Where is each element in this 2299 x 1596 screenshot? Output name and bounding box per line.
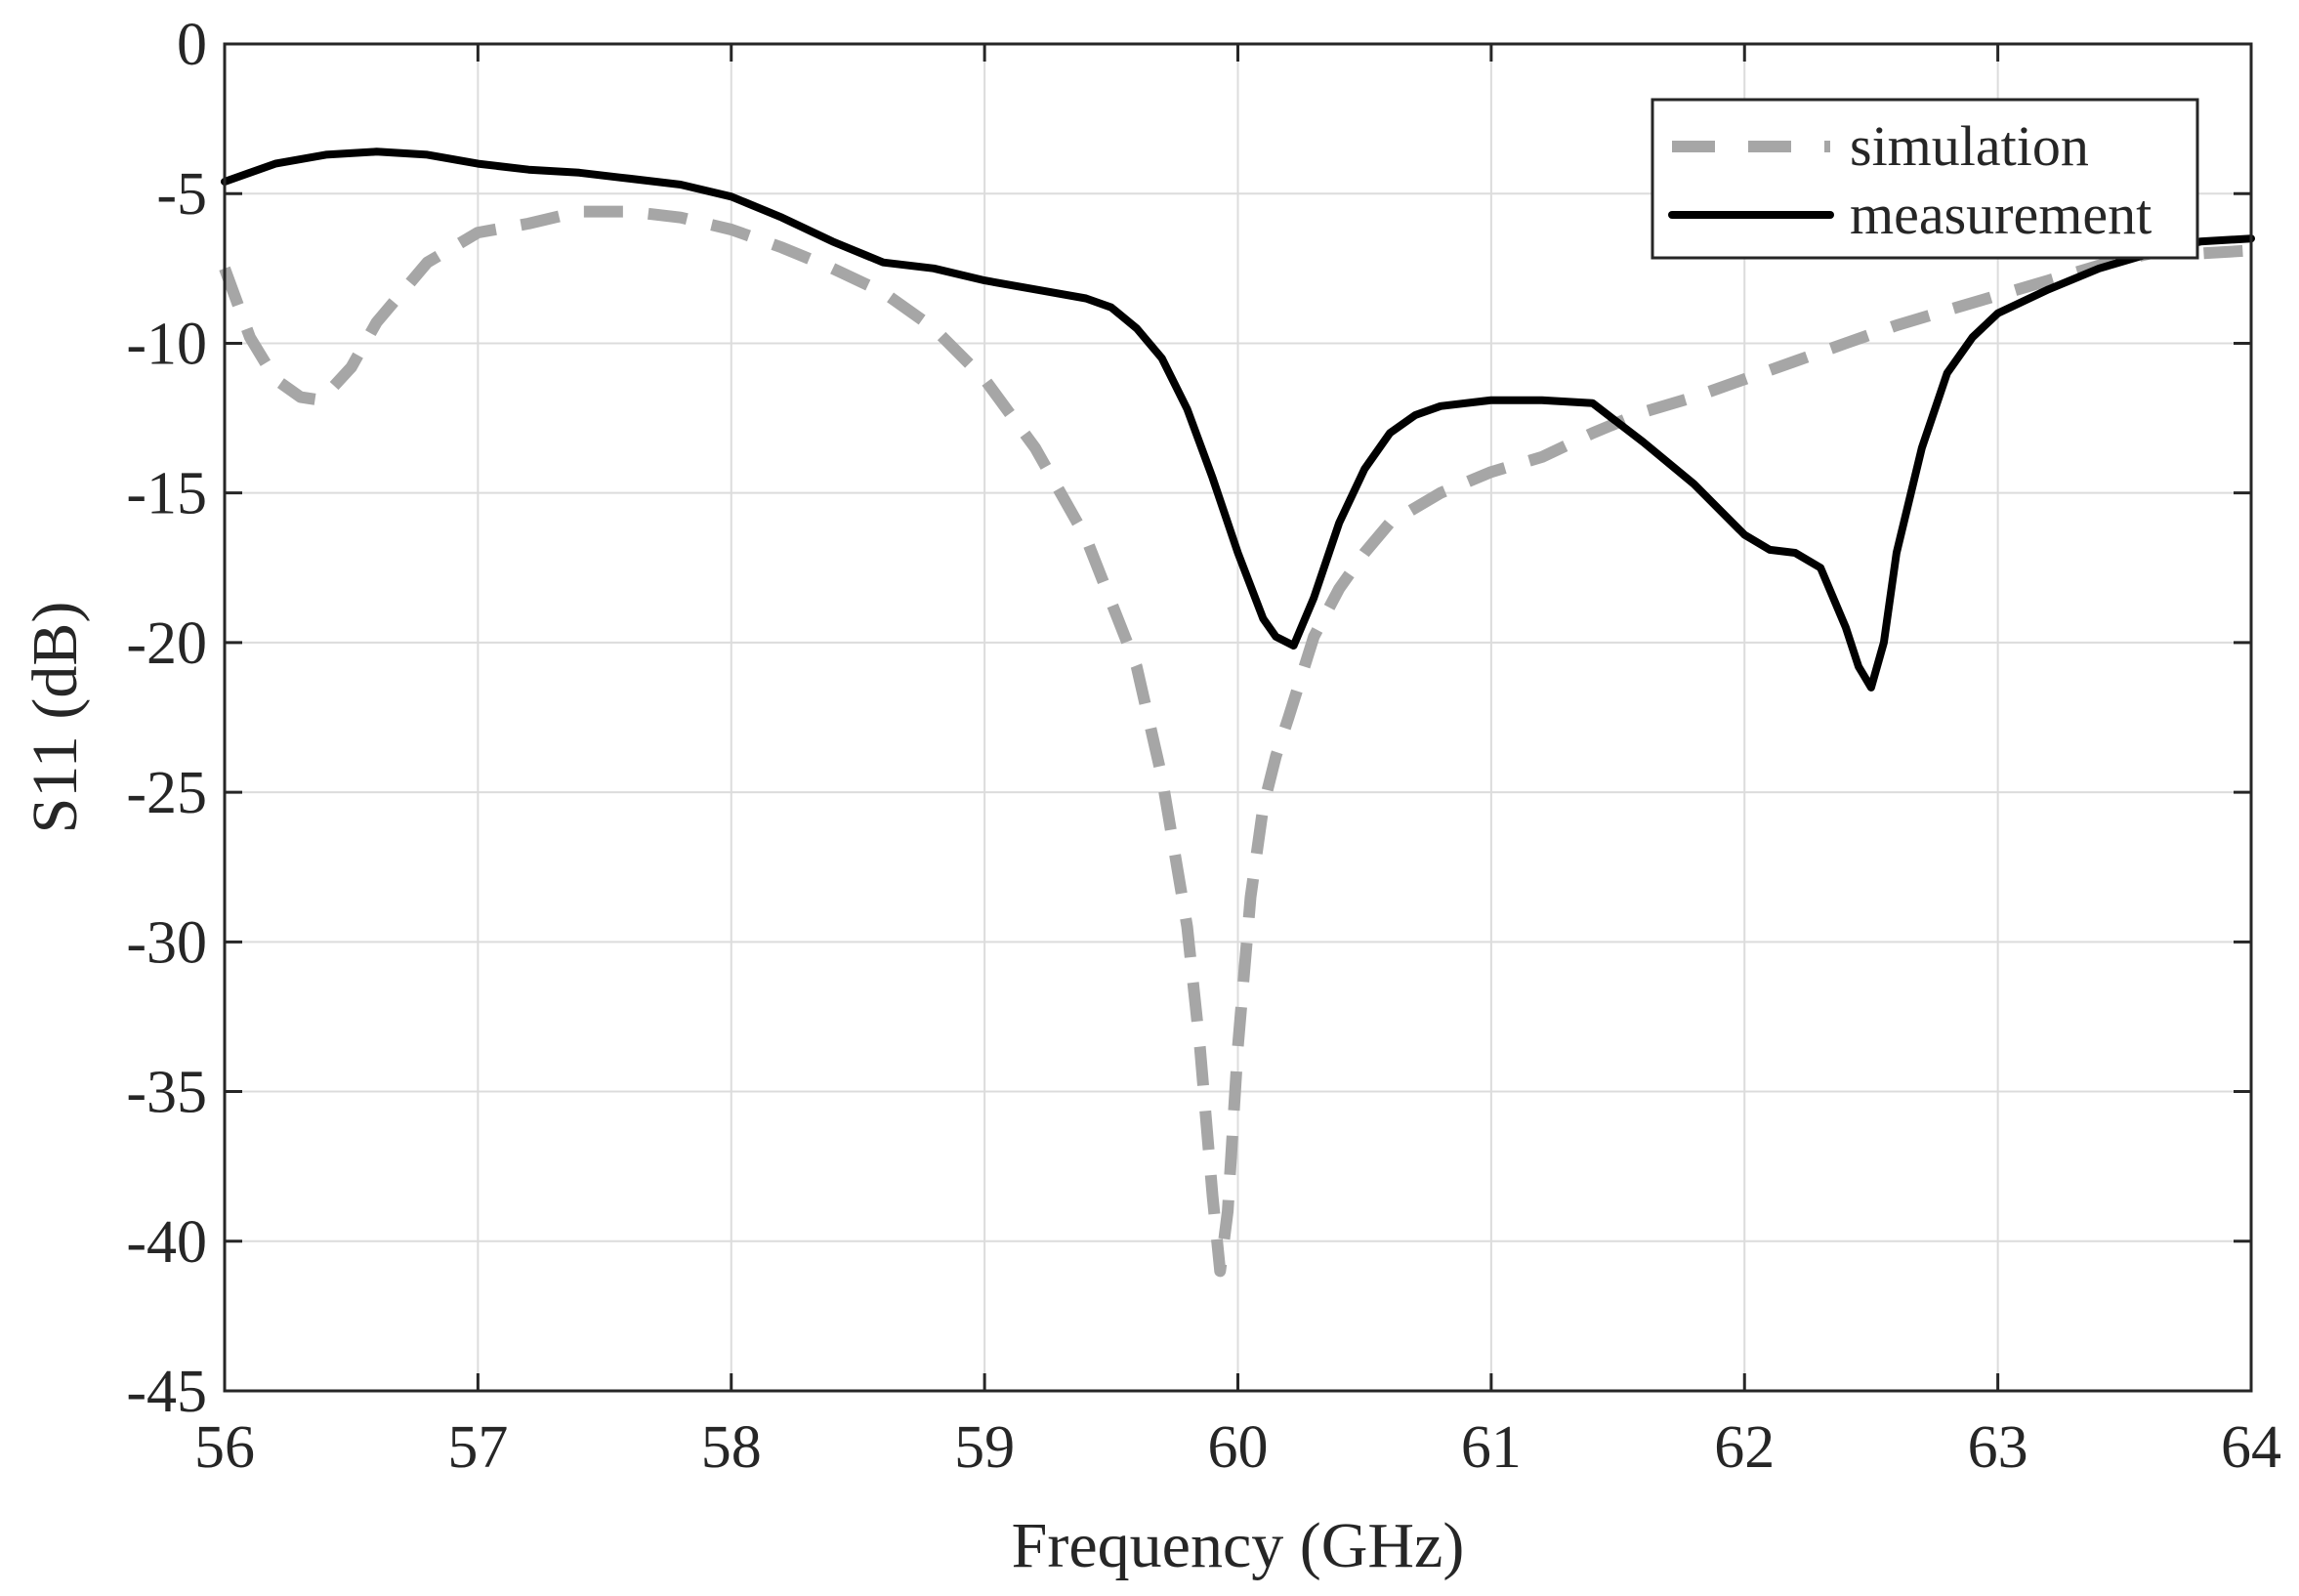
- series-line-simulation: [219, 205, 2252, 1278]
- x-tick-label: 60: [1208, 1414, 1269, 1481]
- y-tick-label: -30: [126, 909, 207, 976]
- legend-label-simulation: simulation: [1850, 114, 2089, 178]
- legend-label-measurement: measurement: [1850, 183, 2152, 246]
- y-tick-label: 0: [177, 12, 207, 78]
- axis-ticks: [223, 42, 2253, 1393]
- y-tick-label: -45: [126, 1359, 207, 1425]
- x-tick-label: 62: [1714, 1414, 1775, 1481]
- x-axis-title: Frequency (GHz): [1012, 1510, 1465, 1581]
- legend-box: [1651, 98, 2199, 260]
- y-tick-labels: 0 -5 -10 -15 -20 -25 -30 -35 -40 -45: [126, 12, 207, 1425]
- y-tick-label: -5: [156, 161, 207, 228]
- y-tick-label: -40: [126, 1209, 207, 1276]
- x-tick-label: 56: [194, 1414, 255, 1481]
- x-tick-labels: 56 57 58 59 60 61 62 63 64: [194, 1414, 2281, 1481]
- y-tick-label: -15: [126, 461, 207, 527]
- y-tick-label: -35: [126, 1060, 207, 1126]
- legend: simulation measurement: [1651, 98, 2199, 260]
- y-axis-title: S11 (dB): [20, 602, 91, 834]
- x-tick-label: 63: [1968, 1414, 2028, 1481]
- series-layer: [219, 147, 2255, 1278]
- x-tick-label: 58: [701, 1414, 762, 1481]
- y-tick-label: -20: [126, 610, 207, 677]
- x-tick-label: 59: [954, 1414, 1015, 1481]
- x-tick-label: 64: [2221, 1414, 2281, 1481]
- y-tick-label: -10: [126, 311, 207, 377]
- series-line-measurement: [221, 147, 2255, 692]
- x-tick-label: 61: [1461, 1414, 1522, 1481]
- y-tick-label: -25: [126, 760, 207, 826]
- x-tick-label: 57: [447, 1414, 508, 1481]
